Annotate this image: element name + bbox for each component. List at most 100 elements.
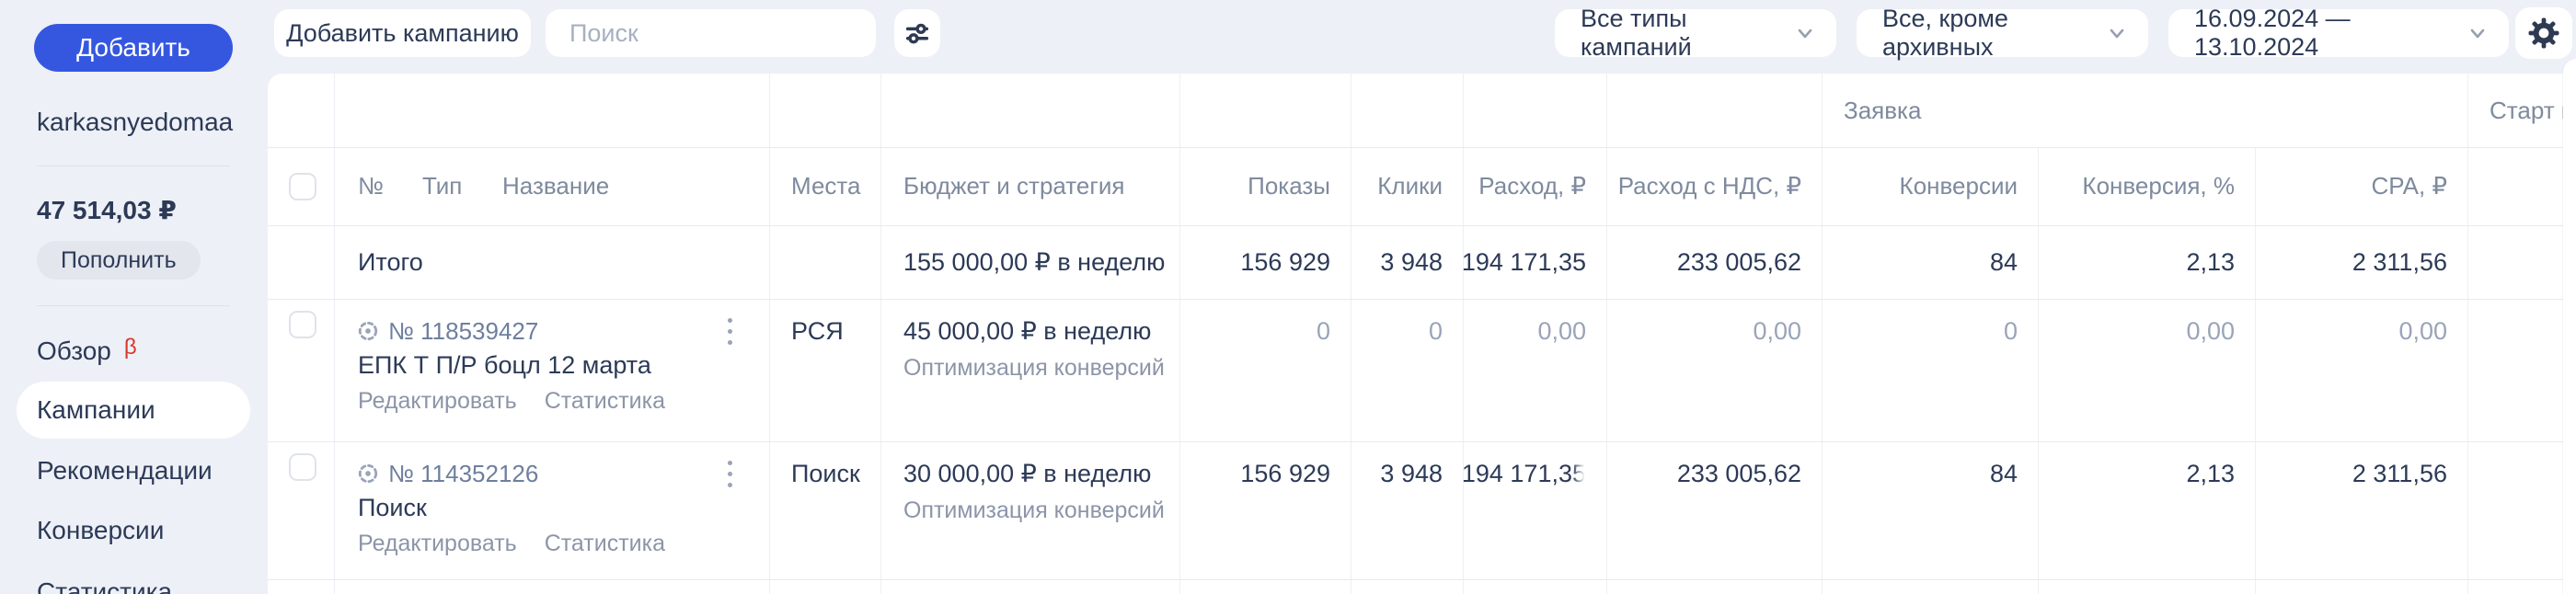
row-divider — [268, 579, 2576, 580]
filter-label: Все, кроме архивных — [1882, 5, 2008, 61]
row-conversions: 84 — [1989, 459, 2018, 487]
row-checkbox[interactable] — [289, 311, 316, 338]
account-login[interactable]: karkasnyedomaa — [37, 108, 234, 136]
grid-line — [334, 74, 335, 594]
row-places: Поиск — [791, 459, 860, 487]
col-header-type[interactable]: Тип — [422, 171, 463, 200]
topup-button[interactable]: Пополнить — [37, 241, 201, 280]
balance-amount: 47 514,03 ₽ — [37, 196, 177, 224]
row-conv-rate: 0,00 — [2186, 316, 2235, 345]
search-input[interactable] — [546, 9, 876, 57]
col-header-cost[interactable]: Расход, ₽ — [1478, 171, 1586, 200]
settings-button[interactable] — [2515, 7, 2572, 59]
col-header-clicks[interactable]: Клики — [1377, 171, 1443, 200]
sidebar-divider — [37, 305, 230, 306]
grid-line — [1606, 74, 1607, 594]
row-divider — [268, 441, 2576, 442]
grid-line — [1822, 74, 1823, 594]
sidebar-item-campaigns[interactable]: Кампании — [37, 391, 155, 429]
sidebar-item-statistics[interactable]: Статистика — [37, 573, 172, 594]
campaign-type-filter[interactable]: Все типы кампаний — [1555, 5, 1836, 61]
sliders-icon — [905, 23, 929, 44]
row-clicks: 0 — [1428, 316, 1443, 345]
sidebar-item-label: Кампании — [37, 395, 155, 424]
grid-line — [2038, 147, 2039, 594]
totals-cpa: 2 311,56 — [2352, 247, 2447, 276]
row-shows: 0 — [1316, 316, 1330, 345]
archive-filter[interactable]: Все, кроме архивных — [1857, 5, 2148, 61]
sidebar-item-overview[interactable]: Обзор β — [37, 332, 137, 371]
col-header-places[interactable]: Места — [791, 171, 861, 200]
campaign-number-link[interactable]: № 118539427 — [357, 312, 538, 350]
grid-line — [2467, 74, 2468, 594]
row-places: РСЯ — [791, 316, 844, 345]
col-header-cost-vat[interactable]: Расход с НДС, ₽ — [1617, 171, 1801, 200]
col-header-shows[interactable]: Показы — [1248, 171, 1330, 200]
chevron-down-icon — [1798, 29, 1812, 39]
campaign-number: № 118539427 — [388, 316, 539, 345]
row-strategy: Оптимизация конверсий — [903, 497, 1165, 523]
grid-line — [1179, 74, 1180, 594]
filter-label: Все типы кампаний — [1581, 5, 1692, 61]
col-header-number[interactable]: № — [358, 171, 384, 200]
col-header-cpa[interactable]: CPA, ₽ — [2371, 171, 2447, 200]
row-budget: 45 000,00 ₽ в неделю — [903, 316, 1152, 345]
add-button[interactable]: Добавить — [34, 24, 233, 72]
sidebar-item-recommendations[interactable]: Рекомендации — [37, 451, 213, 490]
totals-clicks: 3 948 — [1380, 247, 1443, 276]
row-cost: 194 171,35 — [1462, 454, 1589, 493]
statistics-link[interactable]: Статистика — [544, 387, 666, 414]
beta-badge: β — [123, 335, 137, 360]
row-strategy: Оптимизация конверсий — [903, 354, 1165, 381]
row-cost: 0,00 — [1537, 316, 1586, 345]
row-menu-button[interactable] — [718, 311, 742, 351]
active-nav-pill — [17, 382, 250, 439]
totals-cost-vat: 233 005,62 — [1676, 247, 1801, 276]
date-range-filter[interactable]: 16.09.2024 — 13.10.2024 — [2168, 5, 2509, 61]
group-header-zayavka: Заявка — [1844, 96, 1922, 124]
row-conv-rate: 2,13 — [2186, 459, 2235, 487]
group-header-start: Старт к — [2490, 96, 2572, 124]
totals-shows: 156 929 — [1240, 247, 1330, 276]
pinned-column-strip — [2563, 59, 2576, 594]
row-actions: Редактировать Статистика — [358, 382, 665, 420]
row-divider — [268, 147, 2576, 148]
totals-conv-rate: 2,13 — [2186, 247, 2235, 276]
chevron-down-icon — [2470, 29, 2485, 39]
grid-line — [880, 74, 881, 594]
row-cpa: 0,00 — [2398, 316, 2447, 345]
row-shows: 156 929 — [1240, 459, 1330, 487]
row-cost-vat: 0,00 — [1753, 316, 1801, 345]
col-header-conversions[interactable]: Конверсии — [1899, 171, 2018, 200]
totals-cost: 194 171,35 — [1461, 247, 1586, 276]
col-header-budget[interactable]: Бюджет и стратегия — [903, 171, 1125, 200]
sidebar-item-label: Статистика — [37, 577, 173, 594]
row-budget: 30 000,00 ₽ в неделю — [903, 459, 1152, 487]
row-cost-vat: 233 005,62 — [1676, 459, 1801, 487]
gear-icon — [2528, 17, 2559, 49]
statistics-link[interactable]: Статистика — [544, 530, 666, 556]
sidebar-item-label: Рекомендации — [37, 456, 213, 485]
row-checkbox[interactable] — [289, 453, 316, 481]
filter-button[interactable] — [894, 9, 940, 57]
totals-budget: 155 000,00 ₽ в неделю — [903, 247, 1166, 276]
campaigns-table: Заявка Старт к № Тип Название Места Бюдж… — [268, 74, 2576, 594]
col-header-name[interactable]: Название — [502, 171, 610, 200]
select-all-checkbox[interactable] — [289, 173, 316, 200]
row-actions: Редактировать Статистика — [358, 524, 665, 563]
campaign-name-link[interactable]: Поиск — [358, 493, 427, 521]
campaign-name-link[interactable]: ЕПК Т П/Р боцл 12 марта — [358, 350, 651, 379]
totals-label: Итого — [358, 247, 423, 276]
campaign-number-link[interactable]: № 114352126 — [357, 454, 538, 493]
date-range-label: 16.09.2024 — 13.10.2024 — [2194, 5, 2351, 61]
row-clicks: 3 948 — [1380, 459, 1443, 487]
col-header-conv-rate[interactable]: Конверсия, % — [2082, 171, 2235, 200]
row-menu-button[interactable] — [718, 453, 742, 494]
sidebar-item-label: Обзор — [37, 337, 111, 365]
totals-conversions: 84 — [1989, 247, 2018, 276]
edit-link[interactable]: Редактировать — [358, 387, 517, 414]
add-campaign-button[interactable]: Добавить кампанию — [274, 9, 531, 57]
edit-link[interactable]: Редактировать — [358, 530, 517, 556]
sidebar-item-conversions[interactable]: Конверсии — [37, 511, 164, 550]
